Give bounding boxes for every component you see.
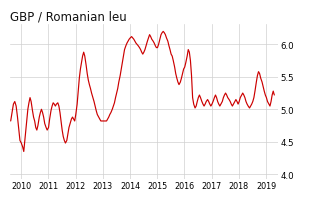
Text: GBP / Romanian leu: GBP / Romanian leu [10,10,126,23]
